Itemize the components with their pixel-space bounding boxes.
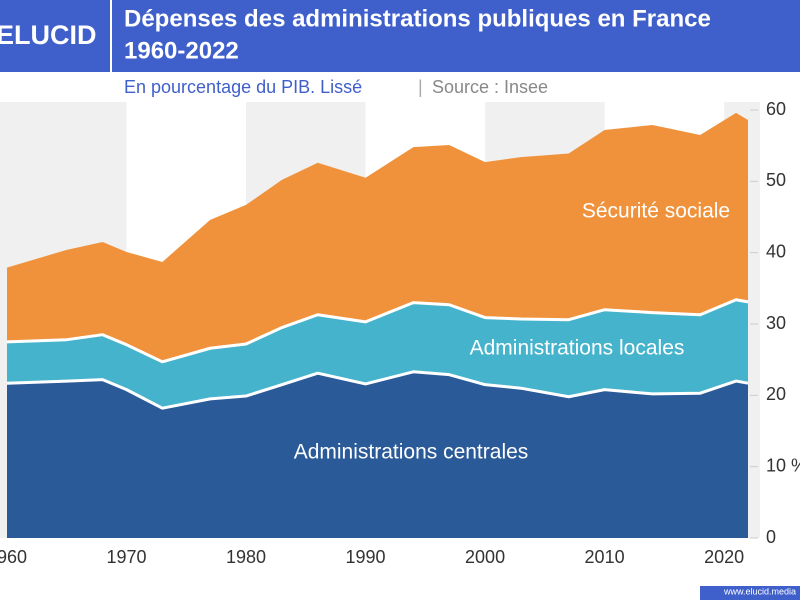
y-tick-label: 20: [766, 384, 786, 404]
subtitle: En pourcentage du PIB. Lissé: [124, 77, 362, 97]
footer: www.elucid.media: [723, 586, 796, 596]
x-tick-label: 1980: [226, 547, 266, 567]
series-label: Sécurité sociale: [582, 200, 730, 223]
x-tick-label: 2010: [585, 547, 625, 567]
separator: |: [418, 77, 423, 97]
series-label: Administrations locales: [470, 337, 685, 360]
source: Source : Insee: [432, 77, 548, 97]
y-tick-label: 40: [766, 241, 786, 261]
footer-band: [700, 586, 800, 600]
header-band: [0, 0, 800, 72]
y-tick-label: 60: [766, 99, 786, 119]
x-tick-label: 2020: [704, 547, 744, 567]
area: [7, 371, 748, 538]
area: [7, 112, 748, 362]
y-tick-label: 10 %: [766, 455, 800, 475]
chart-title: Dépenses des administrations publiques e…: [124, 5, 711, 32]
x-tick-label: 2000: [465, 547, 505, 567]
series-label: Administrations centrales: [294, 441, 529, 464]
band-boundary: [6, 370, 749, 410]
x-tick-label: 1990: [346, 547, 386, 567]
brand: ELUCID: [0, 20, 97, 50]
y-tick-label: 30: [766, 313, 786, 333]
y-tick-label: 0: [766, 527, 776, 547]
x-tick-label: 1960: [0, 547, 27, 567]
area: [7, 299, 748, 409]
band-boundary: [6, 298, 749, 364]
y-tick-label: 50: [766, 170, 786, 190]
x-tick-label: 1970: [106, 547, 146, 567]
chart-title: 1960-2022: [124, 37, 239, 64]
